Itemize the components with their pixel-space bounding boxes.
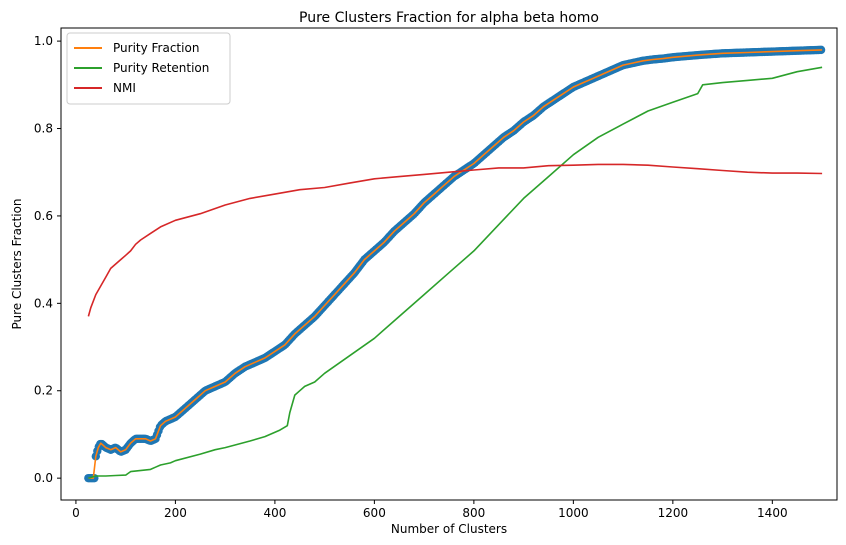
legend: Purity Fraction Purity Retention NMI xyxy=(66,32,231,105)
x-axis: 0 200 400 600 800 1000 1200 1400 xyxy=(72,500,788,520)
x-tick-label: 600 xyxy=(363,506,386,520)
legend-box xyxy=(66,32,231,105)
legend-label: Purity Fraction xyxy=(113,41,199,55)
x-tick-label: 200 xyxy=(164,506,187,520)
x-tick-label: 1000 xyxy=(558,506,589,520)
y-tick-label: 0.0 xyxy=(34,471,53,485)
y-tick-label: 0.2 xyxy=(34,384,53,398)
series-line xyxy=(87,163,823,317)
x-tick-label: 1400 xyxy=(757,506,788,520)
series-line xyxy=(88,49,823,479)
x-axis-label: Number of Clusters xyxy=(391,522,507,536)
y-tick-label: 0.6 xyxy=(34,209,53,223)
y-tick-label: 0.4 xyxy=(34,296,53,310)
legend-label: Purity Retention xyxy=(113,61,209,75)
legend-label: NMI xyxy=(113,81,136,95)
y-tick-label: 1.0 xyxy=(34,34,53,48)
data-layer xyxy=(84,45,826,483)
x-tick-label: 1200 xyxy=(658,506,689,520)
y-axis: 0.0 0.2 0.4 0.6 0.8 1.0 xyxy=(34,34,61,485)
y-axis-label: Pure Clusters Fraction xyxy=(10,198,24,329)
plot-area xyxy=(61,28,837,500)
x-tick-label: 0 xyxy=(72,506,80,520)
chart-title: Pure Clusters Fraction for alpha beta ho… xyxy=(299,10,599,26)
series-line xyxy=(88,66,823,479)
x-tick-label: 400 xyxy=(263,506,286,520)
x-tick-label: 800 xyxy=(462,506,485,520)
plot-frame xyxy=(60,27,838,501)
y-tick-label: 0.8 xyxy=(34,122,53,136)
